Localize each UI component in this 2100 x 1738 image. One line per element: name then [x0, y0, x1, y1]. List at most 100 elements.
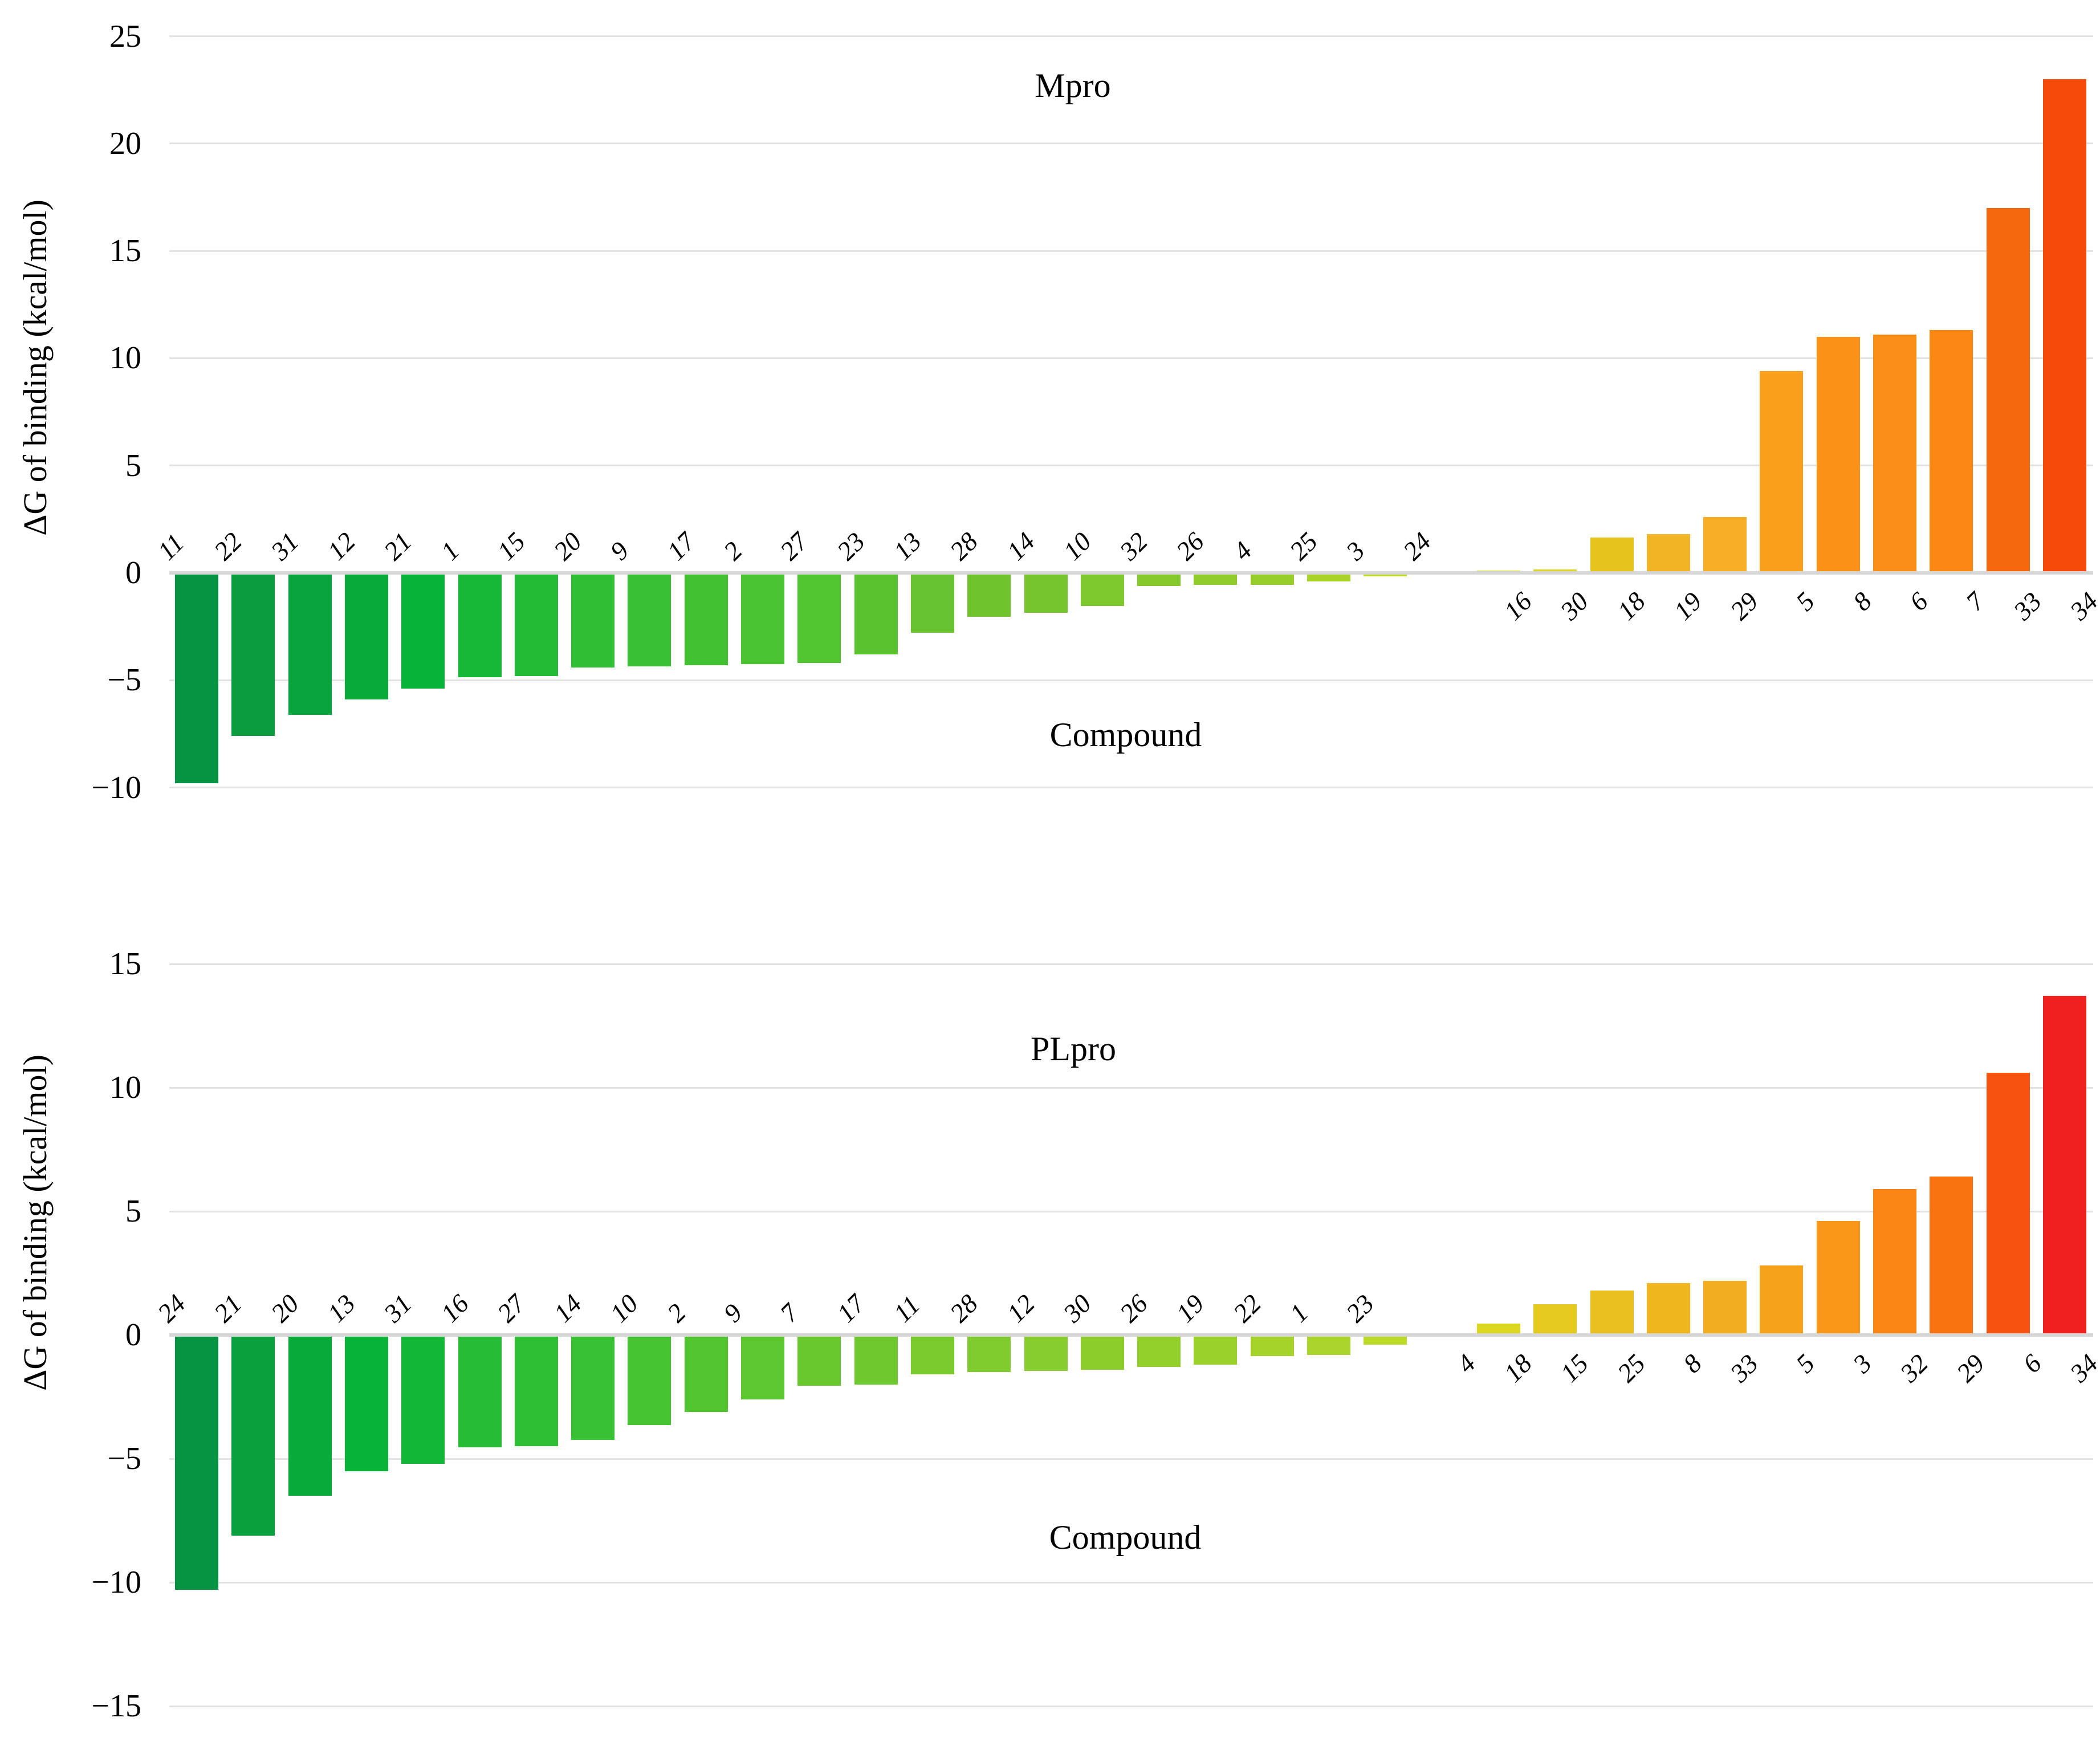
category-label-11: 11 — [888, 1290, 926, 1328]
bar-compound-14 — [571, 1335, 615, 1440]
category-label-5: 5 — [1790, 1348, 1821, 1379]
category-label-6: 6 — [1903, 586, 1934, 617]
bar-compound-31 — [401, 1335, 445, 1464]
bar-compound-10 — [628, 1335, 671, 1426]
category-label-3: 3 — [1340, 536, 1370, 566]
bar-compound-28 — [967, 573, 1011, 617]
category-label-9: 9 — [718, 1298, 748, 1328]
category-label-31: 31 — [378, 1288, 418, 1328]
bar-compound-27 — [514, 1335, 558, 1447]
bar-compound-19 — [1646, 534, 1690, 573]
bar-compound-26 — [1194, 573, 1238, 585]
bar-compound-25 — [1590, 1290, 1634, 1335]
bar-compound-15 — [514, 573, 558, 676]
bar-compound-34 — [2042, 79, 2086, 573]
category-label-33: 33 — [2007, 586, 2047, 626]
category-label-20: 20 — [548, 526, 588, 566]
bar-compound-32 — [1137, 573, 1181, 586]
gridline-y15 — [169, 250, 2093, 252]
y-tick-label--5: −5 — [107, 662, 141, 698]
bar-compound-33 — [1986, 207, 2030, 573]
bar-compound-20 — [288, 1335, 332, 1496]
category-label-16: 16 — [434, 1288, 474, 1328]
category-label-16: 16 — [1498, 586, 1537, 626]
category-label-27: 27 — [491, 1288, 531, 1328]
category-label-15: 15 — [1554, 1348, 1594, 1388]
category-label-15: 15 — [491, 526, 531, 566]
category-label-19: 19 — [1170, 1288, 1210, 1328]
mpro-x-axis-title: Compound — [1049, 716, 1202, 754]
plpro-y-axis-title: ΔG of binding (kcal/mol) — [17, 1055, 54, 1391]
category-label-18: 18 — [1611, 586, 1651, 626]
category-label-1: 1 — [434, 536, 465, 566]
bar-compound-25 — [1307, 573, 1350, 582]
bar-compound-2 — [684, 1335, 728, 1412]
category-label-17: 17 — [831, 1288, 870, 1328]
category-label-7: 7 — [774, 1298, 804, 1328]
category-label-12: 12 — [1000, 1288, 1040, 1328]
bar-compound-21 — [231, 1335, 275, 1536]
category-label-10: 10 — [604, 1288, 644, 1328]
bar-compound-23 — [854, 573, 898, 655]
gridline-y10 — [169, 1086, 2093, 1089]
bar-compound-18 — [1476, 1324, 1520, 1335]
gridline-y25 — [169, 35, 2093, 37]
bar-compound-5 — [1760, 371, 1804, 573]
y-tick-label-15: 15 — [109, 233, 141, 269]
category-label-11: 11 — [152, 528, 190, 566]
gridline-y-15 — [169, 1705, 2093, 1707]
bar-compound-28 — [967, 1335, 1011, 1373]
bar-compound-7 — [1930, 330, 1973, 573]
category-label-28: 28 — [944, 526, 984, 566]
bar-compound-22 — [1250, 1335, 1294, 1356]
bar-compound-27 — [797, 573, 841, 664]
bar-compound-17 — [684, 573, 728, 665]
category-label-24: 24 — [152, 1288, 191, 1328]
gridline-y-5 — [169, 1458, 2093, 1460]
bar-compound-8 — [1646, 1283, 1690, 1335]
y-tick-label--5: −5 — [107, 1441, 141, 1476]
category-label-29: 29 — [1724, 586, 1764, 626]
category-label-30: 30 — [1057, 1288, 1097, 1328]
gridline-y20 — [169, 143, 2093, 145]
bar-compound-12 — [1024, 1335, 1068, 1371]
bar-compound-29 — [1930, 1177, 1973, 1335]
gridline-y-10 — [169, 787, 2093, 789]
bar-compound-10 — [1080, 573, 1124, 607]
bar-compound-18 — [1590, 537, 1634, 573]
bar-compound-15 — [1533, 1304, 1577, 1335]
bar-compound-9 — [628, 573, 671, 666]
bar-compound-6 — [1986, 1072, 2030, 1335]
y-tick-label-5: 5 — [125, 447, 141, 483]
bar-compound-5 — [1760, 1265, 1804, 1335]
category-label-18: 18 — [1498, 1348, 1537, 1388]
category-label-29: 29 — [1951, 1348, 1991, 1388]
x-axis-line — [169, 1333, 2093, 1337]
y-tick-label-5: 5 — [125, 1194, 141, 1229]
bar-compound-32 — [1873, 1188, 1916, 1335]
category-label-12: 12 — [321, 526, 361, 566]
category-label-19: 19 — [1668, 586, 1707, 626]
category-label-13: 13 — [888, 526, 927, 566]
bar-compound-3 — [1816, 1221, 1860, 1335]
bar-compound-6 — [1873, 334, 1916, 573]
x-axis-line — [169, 571, 2093, 575]
category-label-7: 7 — [1960, 586, 1991, 617]
bar-compound-30 — [1080, 1335, 1124, 1370]
category-label-34: 34 — [2064, 586, 2100, 626]
category-label-13: 13 — [321, 1288, 361, 1328]
category-label-17: 17 — [661, 526, 701, 566]
bar-compound-21 — [401, 573, 445, 689]
y-tick-label-10: 10 — [109, 340, 141, 376]
category-label-5: 5 — [1790, 586, 1821, 617]
y-tick-label-20: 20 — [109, 125, 141, 161]
category-label-23: 23 — [831, 526, 870, 566]
category-label-4: 4 — [1451, 1348, 1481, 1379]
bar-compound-22 — [231, 573, 275, 736]
plpro-x-axis-title: Compound — [1049, 1519, 1202, 1556]
category-label-26: 26 — [1170, 526, 1210, 566]
y-tick-label-0: 0 — [125, 555, 141, 591]
y-tick-label-25: 25 — [109, 18, 141, 54]
category-label-21: 21 — [378, 526, 418, 566]
